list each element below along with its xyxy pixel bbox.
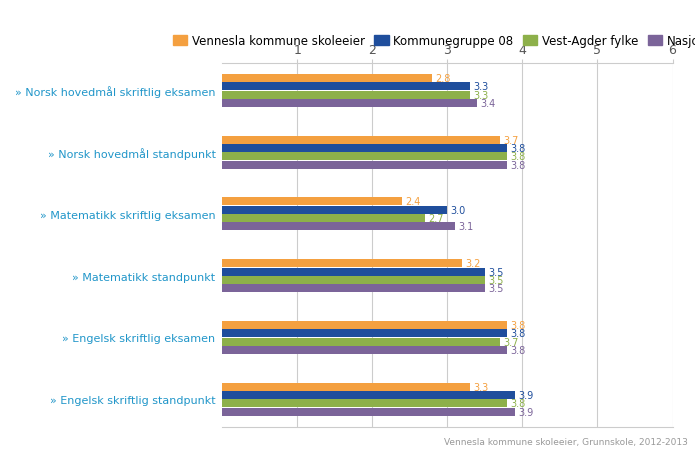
Text: 3.3: 3.3 — [473, 90, 488, 101]
Bar — [222, 161, 507, 169]
Text: 3.8: 3.8 — [511, 345, 525, 355]
Text: 2.7: 2.7 — [428, 214, 443, 224]
Bar — [222, 198, 402, 206]
Text: 3.1: 3.1 — [458, 222, 473, 232]
Text: 3.5: 3.5 — [488, 275, 503, 285]
Bar — [222, 400, 507, 407]
Text: 3.5: 3.5 — [488, 284, 503, 294]
Bar — [222, 145, 507, 153]
Bar — [222, 215, 425, 223]
Bar — [222, 153, 507, 161]
Bar — [222, 276, 485, 284]
Text: 3.8: 3.8 — [511, 320, 525, 330]
Bar — [222, 100, 477, 108]
Text: 3.7: 3.7 — [503, 135, 518, 145]
Bar — [222, 330, 507, 337]
Text: 3.2: 3.2 — [466, 258, 481, 269]
Bar — [222, 223, 455, 231]
Bar — [222, 383, 470, 391]
Bar — [222, 75, 432, 83]
Text: 3.3: 3.3 — [473, 82, 488, 92]
Text: 2.4: 2.4 — [405, 197, 421, 207]
Text: Vennesla kommune skoleeier, Grunnskole, 2012-2013: Vennesla kommune skoleeier, Grunnskole, … — [444, 437, 688, 446]
Bar — [222, 268, 485, 276]
Text: 3.9: 3.9 — [518, 407, 533, 417]
Bar — [222, 408, 515, 416]
Bar — [222, 338, 500, 346]
Text: 3.8: 3.8 — [511, 328, 525, 339]
Text: 3.8: 3.8 — [511, 399, 525, 409]
Bar — [222, 285, 485, 293]
Bar — [222, 346, 507, 354]
Text: 3.7: 3.7 — [503, 337, 518, 347]
Text: 3.9: 3.9 — [518, 390, 533, 400]
Bar — [222, 92, 470, 99]
Bar — [222, 206, 448, 214]
Text: 3.5: 3.5 — [488, 267, 503, 277]
Text: 3.8: 3.8 — [511, 144, 525, 154]
Bar — [222, 321, 507, 329]
Text: 3.8: 3.8 — [511, 161, 525, 170]
Bar — [222, 136, 500, 144]
Text: 3.8: 3.8 — [511, 152, 525, 162]
Text: 3.4: 3.4 — [480, 99, 496, 109]
Text: 3.0: 3.0 — [450, 205, 466, 215]
Legend: Vennesla kommune skoleeier, Kommunegruppe 08, Vest-Agder fylke, Nasjonalt: Vennesla kommune skoleeier, Kommunegrupp… — [171, 32, 695, 51]
Text: 3.3: 3.3 — [473, 382, 488, 392]
Text: 2.8: 2.8 — [436, 74, 451, 84]
Bar — [222, 391, 515, 399]
Bar — [222, 83, 470, 91]
Bar — [222, 260, 462, 267]
